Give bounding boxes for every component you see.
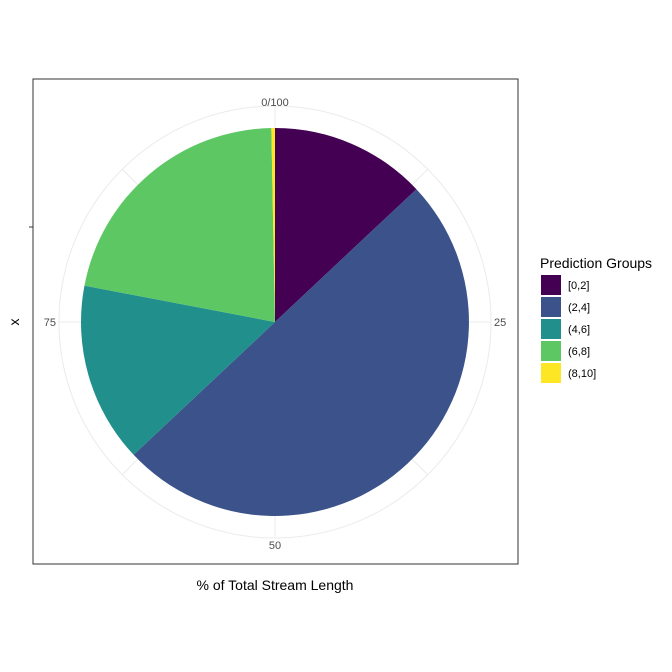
- y-axis-title: x: [6, 319, 22, 326]
- pie-slice-3: [81, 285, 275, 455]
- legend-title: Prediction Groups: [540, 255, 652, 271]
- legend-key: [541, 341, 561, 361]
- theta-tick-label: 25: [494, 317, 506, 329]
- legend-label: (4,6]: [568, 324, 590, 336]
- theta-tick-label: 50: [269, 540, 281, 552]
- theta-tick-labels: 0/100 25 50 75: [44, 97, 507, 552]
- legend-label: [0,2]: [568, 280, 589, 292]
- legend-label: (6,8]: [568, 346, 590, 358]
- pie-slices: [81, 128, 469, 516]
- legend: [0,2] (2,4] (4,6] (6,8] (8,10]: [541, 275, 596, 383]
- pie-slice-2: [133, 189, 469, 516]
- legend-key: [541, 275, 561, 295]
- legend-key: [541, 297, 561, 317]
- legend-label: (8,10]: [568, 368, 596, 380]
- pie-slice-4: [84, 128, 275, 322]
- pie-slice-1: [275, 128, 417, 322]
- legend-label: (2,4]: [568, 302, 590, 314]
- x-axis-title: % of Total Stream Length: [197, 577, 354, 593]
- legend-key: [541, 319, 561, 339]
- pie-slice-5: [271, 128, 275, 322]
- theta-tick-label: 75: [44, 317, 56, 329]
- legend-key: [541, 363, 561, 383]
- theta-tick-label: 0/100: [261, 97, 289, 109]
